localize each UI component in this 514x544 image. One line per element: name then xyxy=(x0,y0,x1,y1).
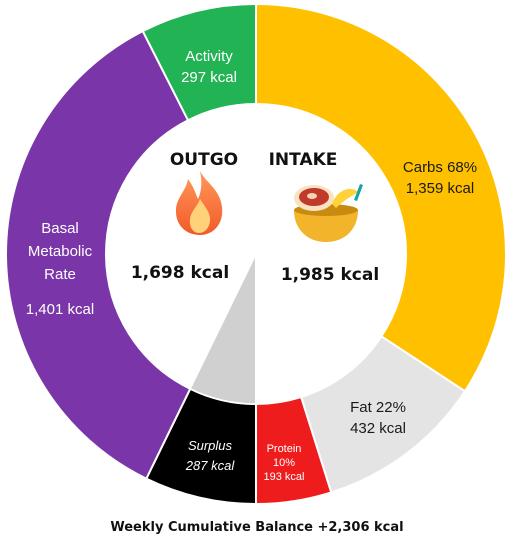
surplus-label-line: Surplus xyxy=(188,438,233,453)
carbs-label-line: Carbs 68% xyxy=(403,159,477,176)
protein-value-label: 193 kcal xyxy=(264,471,305,483)
segment-bmr xyxy=(5,29,192,480)
intake-total: 1,985 kcal xyxy=(281,265,379,285)
food-bowl-icon xyxy=(294,184,363,242)
intake-title: INTAKE xyxy=(269,150,338,170)
bmr-label-line: Basal xyxy=(41,220,79,237)
fat-value-label: 432 kcal xyxy=(350,420,406,437)
outgo-title: OUTGO xyxy=(170,150,238,170)
bmr-value-label: 1,401 kcal xyxy=(26,301,94,318)
flame-icon xyxy=(175,171,223,235)
activity-label-line: Activity xyxy=(185,48,233,65)
segment-carbs xyxy=(255,2,507,393)
surplus-value-label: 287 kcal xyxy=(185,458,236,473)
bmr-label-line: Metabolic xyxy=(28,243,93,260)
fat-label-line: Fat 22% xyxy=(350,399,406,416)
protein-label-line: 10% xyxy=(273,457,295,469)
outgo-total: 1,698 kcal xyxy=(131,263,229,283)
carbs-value-label: 1,359 kcal xyxy=(406,180,474,197)
activity-value-label: 297 kcal xyxy=(181,69,237,86)
bmr-label-line: Rate xyxy=(44,266,76,283)
weekly-balance-footer: Weekly Cumulative Balance +2,306 kcal xyxy=(110,520,404,535)
protein-label-line: Protein xyxy=(267,443,302,455)
